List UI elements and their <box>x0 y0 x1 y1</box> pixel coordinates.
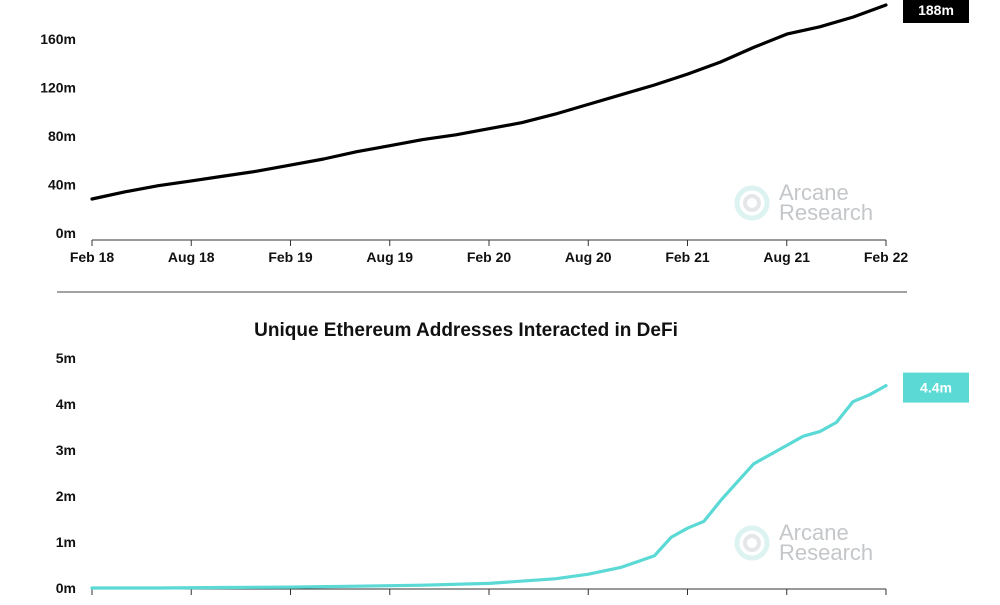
series-line <box>90 384 888 590</box>
y-tick-label: 2m <box>56 488 76 504</box>
y-tick-label: 80m <box>48 128 76 144</box>
y-tick-label: 120m <box>40 79 76 95</box>
watermark-logo-inner-icon <box>743 534 761 552</box>
x-tick-label: Feb 18 <box>70 249 115 265</box>
y-tick-label: 3m <box>56 442 76 458</box>
y-tick-label: 1m <box>56 534 76 550</box>
x-tick-label: Aug 20 <box>565 249 612 265</box>
y-tick-label: 0m <box>56 225 76 241</box>
y-tick-label: 160m <box>40 31 76 47</box>
x-tick-label: Feb 21 <box>665 249 710 265</box>
watermark-logo-inner-icon <box>743 194 761 212</box>
watermark-text: Arcane <box>779 180 849 205</box>
x-tick-label: Aug 18 <box>168 249 215 265</box>
x-tick-label: Aug 21 <box>763 249 810 265</box>
series-line <box>90 3 888 201</box>
x-tick-label: Feb 22 <box>864 249 909 265</box>
watermark-logo-icon <box>734 525 770 561</box>
end-value-badge <box>903 0 969 23</box>
watermark-text: Research <box>779 200 873 225</box>
x-tick-label: Aug 19 <box>366 249 413 265</box>
watermark-text: Research <box>779 540 873 565</box>
chart-2-title: Unique Ethereum Addresses Interacted in … <box>254 320 678 341</box>
end-value-label: 188m <box>918 2 954 18</box>
y-tick-label: 0m <box>56 580 76 596</box>
y-tick-label: 4m <box>56 396 76 412</box>
end-value-badge <box>903 372 969 403</box>
x-tick-label: Feb 20 <box>467 249 512 265</box>
y-tick-label: 5m <box>56 350 76 366</box>
end-value-label: 4.4m <box>920 380 952 396</box>
watermark-text: Arcane <box>779 520 849 545</box>
y-tick-label: 40m <box>48 176 76 192</box>
watermark-logo-icon <box>734 185 770 221</box>
x-tick-label: Feb 19 <box>268 249 313 265</box>
